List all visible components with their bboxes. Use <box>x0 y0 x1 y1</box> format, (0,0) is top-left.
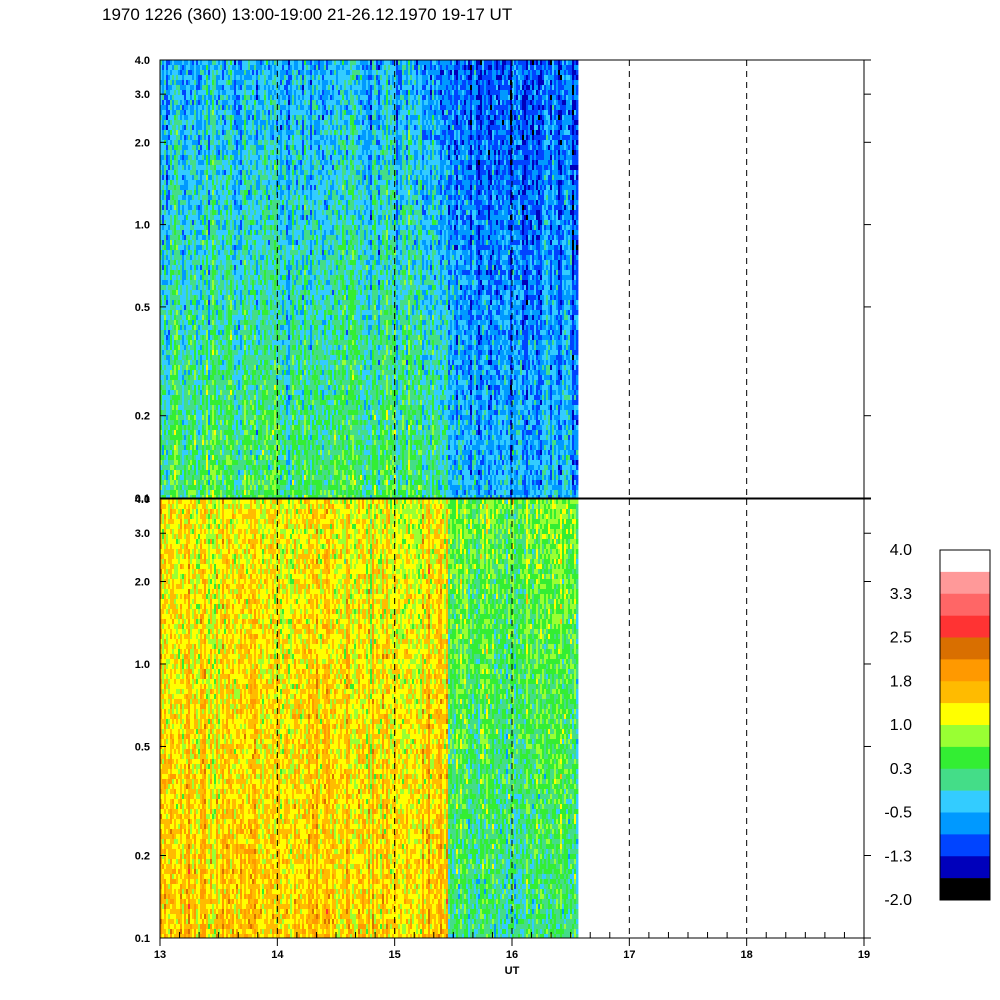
upper-panel-data <box>160 60 578 498</box>
